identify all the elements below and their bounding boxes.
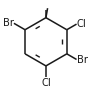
Text: Br: Br [3, 18, 14, 28]
Text: Cl: Cl [41, 78, 51, 88]
Text: Cl: Cl [77, 19, 87, 29]
Text: Br: Br [77, 55, 88, 65]
